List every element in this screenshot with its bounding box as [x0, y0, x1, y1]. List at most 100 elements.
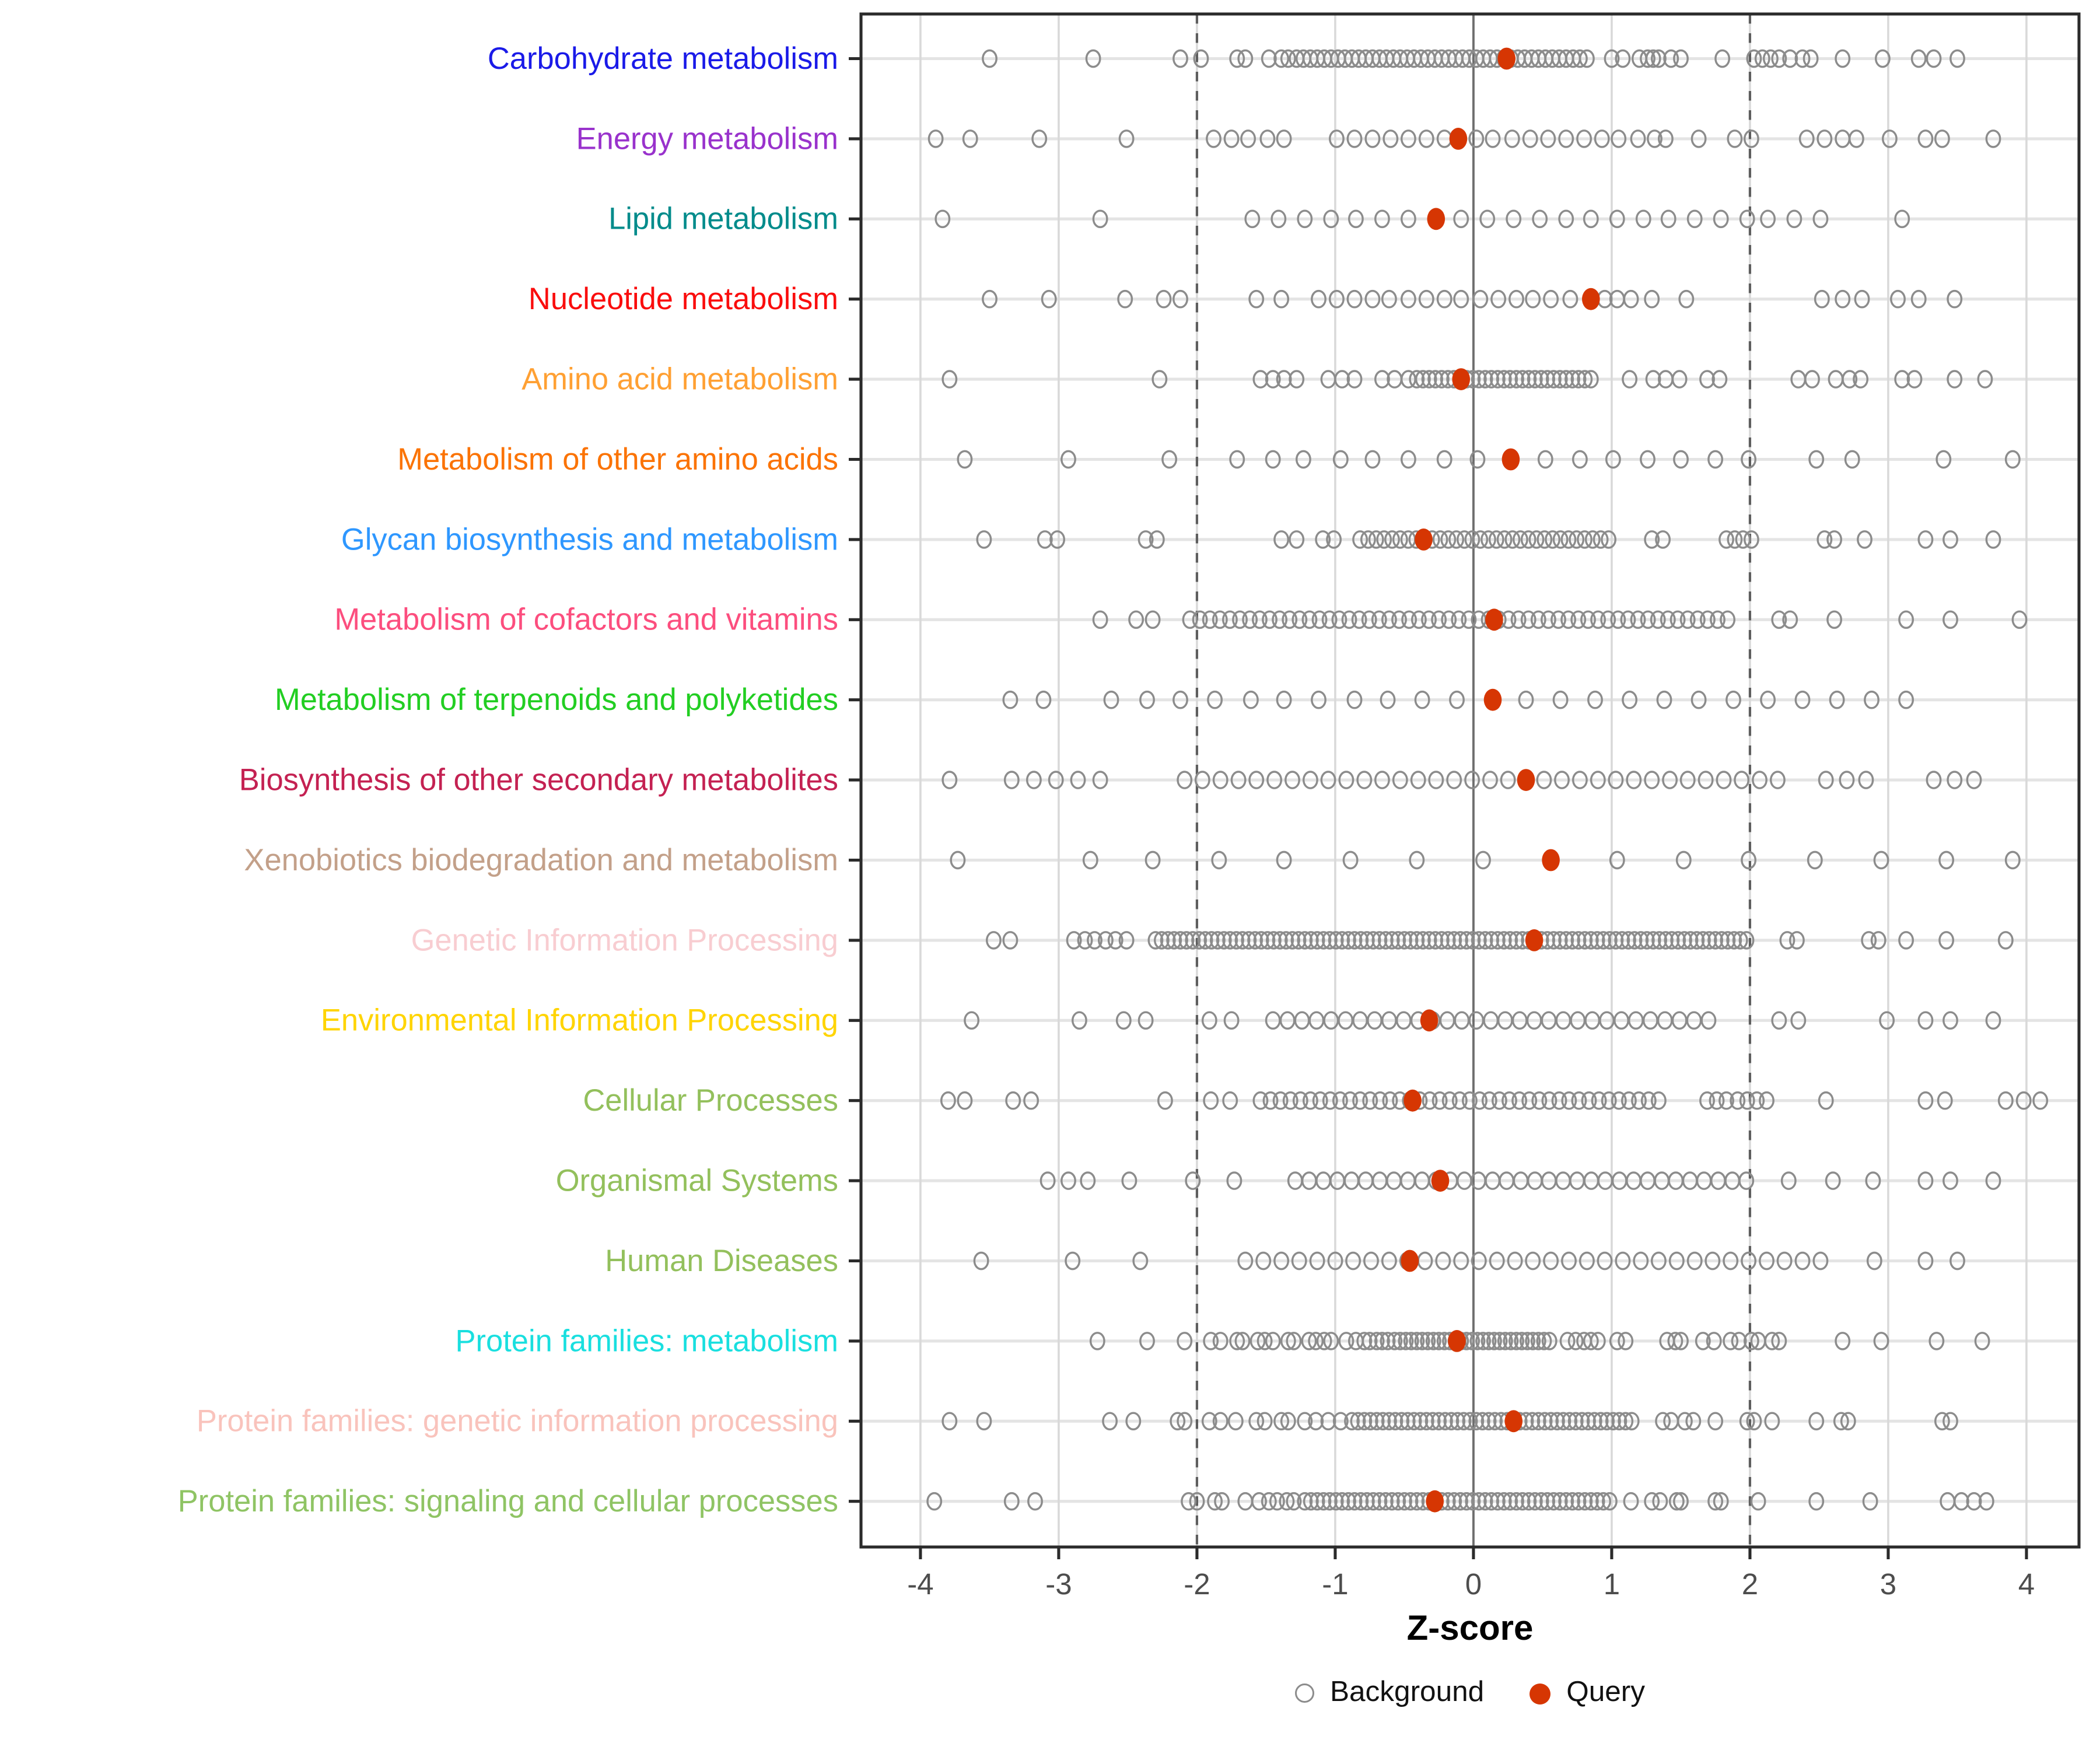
background-point — [935, 209, 951, 229]
background-point — [1424, 1412, 1441, 1431]
background-point — [1382, 130, 1399, 148]
background-point — [1256, 1332, 1273, 1350]
background-point — [1551, 1091, 1567, 1110]
background-point — [1562, 289, 1578, 309]
background-point — [1384, 931, 1400, 950]
background-point — [1387, 1412, 1404, 1431]
background-point — [1520, 610, 1536, 629]
background-point — [1391, 610, 1407, 629]
background-point — [1066, 931, 1082, 950]
background-point — [1323, 209, 1339, 229]
background-point — [1894, 209, 1910, 229]
background-point — [1699, 610, 1716, 629]
background-point — [1280, 1412, 1296, 1431]
background-point — [1003, 1492, 1020, 1511]
background-point — [1926, 49, 1942, 68]
background-point — [1759, 1251, 1774, 1270]
background-point — [1818, 1091, 1834, 1110]
background-point — [1432, 530, 1448, 549]
background-point — [1326, 530, 1342, 549]
background-point — [1917, 1251, 1934, 1270]
background-point — [1278, 931, 1294, 950]
background-point — [1160, 931, 1176, 950]
background-point — [1533, 1492, 1549, 1511]
background-point — [1273, 289, 1290, 309]
background-point — [1645, 370, 1661, 388]
category-label: Metabolism of other amino acids — [397, 442, 838, 477]
background-point — [1291, 1251, 1307, 1270]
background-point — [1578, 1251, 1595, 1270]
category-label: Amino acid metabolism — [522, 362, 838, 397]
background-point — [1597, 1251, 1613, 1270]
background-point — [1483, 370, 1500, 388]
background-point — [1436, 289, 1452, 309]
background-point — [1371, 610, 1387, 629]
background-point — [1780, 1171, 1797, 1190]
background-point — [1364, 289, 1381, 309]
background-point — [1530, 610, 1546, 629]
background-point — [1650, 1251, 1667, 1270]
background-point — [1572, 450, 1588, 469]
background-point — [1170, 1412, 1186, 1431]
background-point — [1276, 370, 1292, 388]
background-point — [1359, 931, 1375, 950]
background-point — [1608, 931, 1624, 950]
background-point — [1077, 931, 1093, 950]
background-point — [1750, 1492, 1766, 1511]
background-point — [1794, 1251, 1811, 1270]
background-point — [1352, 530, 1368, 549]
query-point — [1582, 288, 1600, 310]
background-point — [1655, 1412, 1671, 1431]
background-point — [1178, 931, 1195, 950]
background-point — [1910, 289, 1927, 309]
background-point — [1675, 850, 1692, 870]
background-point — [1380, 1332, 1396, 1350]
background-point — [1953, 1492, 1969, 1511]
x-tick-label: 0 — [1465, 1567, 1482, 1601]
background-point — [1560, 530, 1577, 549]
background-point — [1874, 49, 1891, 68]
background-point — [1427, 931, 1444, 950]
background-point — [1558, 130, 1574, 148]
background-point — [1309, 1251, 1325, 1270]
background-point — [1508, 1332, 1524, 1350]
background-point — [1699, 1091, 1715, 1110]
background-point — [1427, 370, 1444, 388]
background-point — [1844, 450, 1860, 469]
background-point — [1177, 1332, 1193, 1350]
background-point — [1381, 1412, 1397, 1431]
background-point — [1577, 931, 1593, 950]
background-point — [1492, 1332, 1508, 1350]
background-point — [1331, 610, 1348, 629]
background-point — [1362, 1332, 1378, 1350]
category-label: Protein families: genetic information pr… — [197, 1404, 838, 1438]
query-point — [1504, 1410, 1523, 1433]
background-point — [1374, 1332, 1390, 1350]
background-point — [1214, 1492, 1230, 1511]
background-point — [1328, 130, 1345, 148]
background-point — [1615, 1251, 1631, 1270]
background-point — [1477, 370, 1493, 388]
background-point — [1803, 49, 1819, 68]
background-point — [1732, 931, 1748, 950]
background-point — [1738, 1171, 1755, 1190]
background-point — [1611, 1091, 1627, 1110]
category-label: Protein families: signaling and cellular… — [178, 1484, 838, 1518]
background-point — [1508, 370, 1524, 388]
background-point — [1272, 931, 1288, 950]
background-point — [1496, 931, 1512, 950]
background-point — [1835, 1332, 1851, 1350]
x-tick-label: 4 — [2018, 1567, 2035, 1601]
background-point — [1479, 209, 1496, 229]
background-point — [962, 130, 978, 148]
background-point — [1540, 130, 1556, 148]
background-point — [1541, 1332, 1558, 1350]
background-point — [1552, 370, 1568, 388]
background-point — [1332, 1412, 1349, 1431]
background-point — [1577, 530, 1592, 549]
background-point — [1506, 209, 1522, 229]
background-point — [1118, 130, 1135, 148]
background-point — [1251, 1492, 1267, 1511]
background-point — [1583, 209, 1599, 229]
background-point — [1558, 370, 1574, 388]
